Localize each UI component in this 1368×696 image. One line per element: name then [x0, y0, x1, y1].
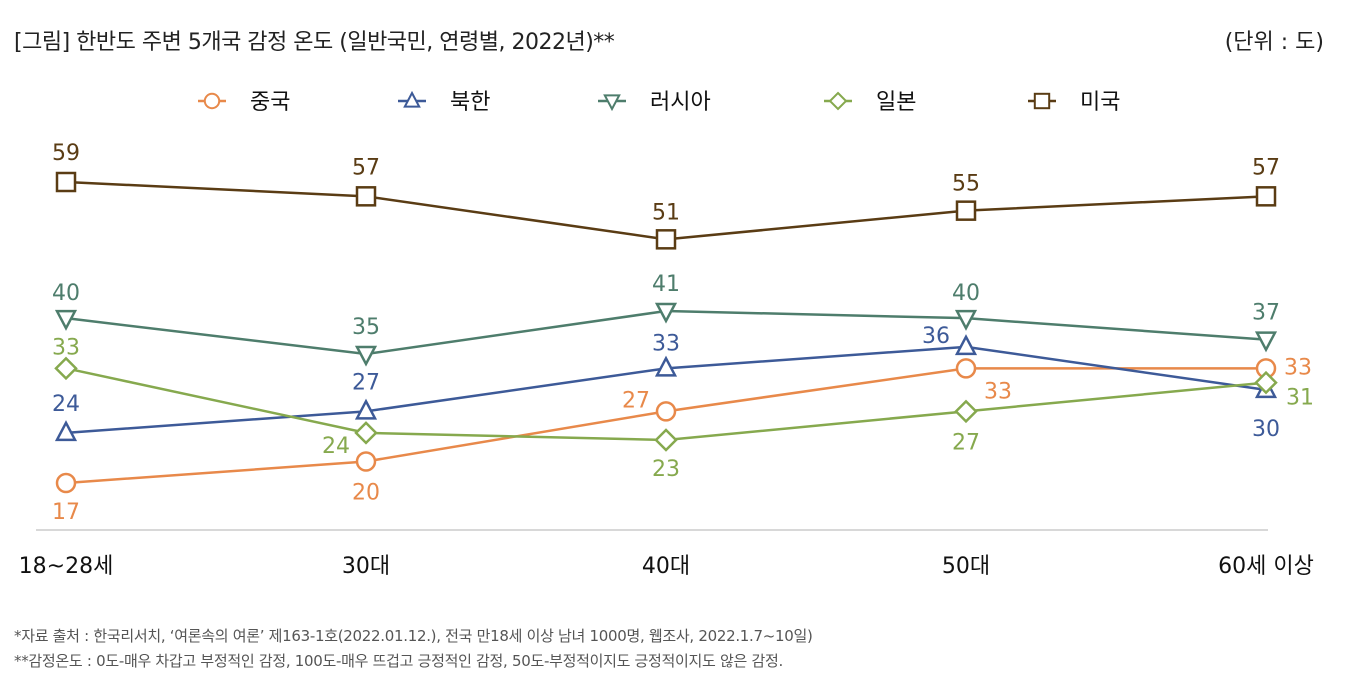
- data-label: 59: [52, 141, 80, 166]
- data-label: 40: [52, 281, 80, 306]
- legend-marker: [828, 91, 848, 111]
- data-label: 23: [652, 457, 680, 482]
- legend-marker: [403, 90, 421, 108]
- data-point: [955, 200, 977, 221]
- data-label: 33: [984, 379, 1012, 404]
- data-point: [654, 302, 678, 324]
- legend-marker: [1033, 92, 1051, 110]
- x-tick-label: 18~28세: [19, 554, 114, 579]
- data-point: [654, 355, 678, 377]
- data-point: [354, 398, 378, 420]
- data-label: 35: [352, 315, 380, 340]
- data-label: 51: [652, 200, 680, 225]
- data-label: 24: [52, 392, 80, 417]
- line-chart: 18~28세 30대 40대 50대 60세 이상 중국 북한 러시아 일본 미국 17 20 27 33…: [19, 90, 1314, 579]
- data-label: 30: [1252, 417, 1280, 442]
- chart-title: [그림] 한반도 주변 5개국 감정 온도 (일반국민, 연령별, 2022년)…: [14, 30, 615, 55]
- data-label: 27: [622, 388, 650, 413]
- x-tick-label: 60세 이상: [1218, 554, 1314, 579]
- data-label: 31: [1286, 386, 1314, 411]
- data-label: 24: [322, 434, 350, 459]
- legend-marker: [603, 94, 621, 112]
- x-tick-label: 50대: [942, 554, 990, 579]
- data-point: [355, 186, 377, 207]
- legend-label: 러시아: [650, 90, 711, 115]
- data-point: [1254, 370, 1278, 395]
- data-point: [954, 334, 978, 356]
- data-point: [654, 428, 678, 452]
- data-label: 41: [652, 272, 680, 297]
- data-label: 27: [952, 430, 980, 455]
- definition-note: **감정온도 : 0도-매우 차갑고 부정적인 감정, 100도-매우 뜨겁고 …: [14, 652, 783, 670]
- data-point: [954, 309, 978, 331]
- data-point: [1254, 331, 1278, 353]
- data-point: [54, 309, 78, 331]
- data-point: [54, 420, 78, 442]
- data-point: [355, 451, 377, 472]
- legend-label: 미국: [1080, 90, 1120, 115]
- data-point: [655, 401, 677, 422]
- data-label: 40: [952, 281, 980, 306]
- data-label: 57: [352, 155, 380, 180]
- data-label: 33: [52, 335, 80, 360]
- data-label: 37: [1252, 301, 1280, 326]
- data-label: 33: [652, 331, 680, 356]
- data-label: 33: [1284, 355, 1312, 380]
- legend-label: 북한: [450, 90, 490, 115]
- source-note: *자료 출처 : 한국리서치, ‘여론속의 여론’ 제163-1호(2022.0…: [14, 627, 813, 645]
- data-point: [655, 229, 677, 250]
- footnotes: *자료 출처 : 한국리서치, ‘여론속의 여론’ 제163-1호(2022.0…: [14, 624, 813, 674]
- unit-label: (단위 : 도): [1224, 30, 1324, 55]
- data-label: 27: [352, 370, 380, 395]
- legend-marker: [203, 92, 221, 110]
- data-label: 55: [952, 172, 980, 197]
- data-point: [55, 472, 77, 494]
- data-point: [955, 358, 977, 379]
- legend-label: 중국: [250, 90, 290, 115]
- x-tick-label: 40대: [642, 554, 690, 579]
- data-label: 17: [52, 500, 80, 525]
- data-point: [1255, 186, 1277, 207]
- data-point: [354, 421, 378, 445]
- data-label: 36: [922, 324, 950, 349]
- data-label: 57: [1252, 155, 1280, 180]
- x-tick-label: 30대: [342, 554, 390, 579]
- data-point: [954, 399, 978, 424]
- data-label: 20: [352, 481, 380, 506]
- data-point: [54, 356, 78, 381]
- data-point: [55, 171, 77, 193]
- legend-label: 일본: [876, 90, 916, 115]
- data-point: [354, 345, 378, 367]
